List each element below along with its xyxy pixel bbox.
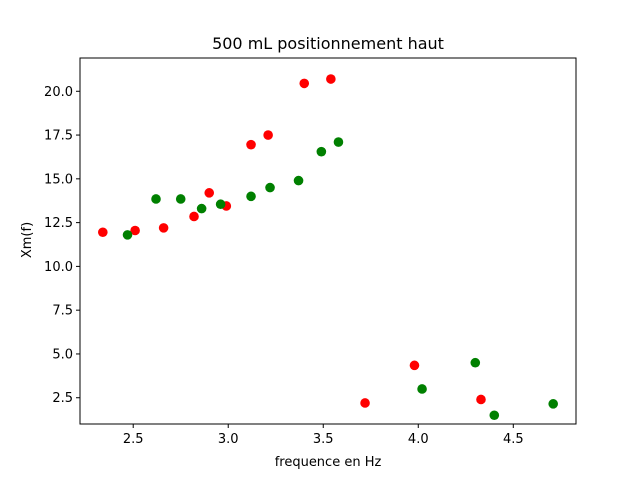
data-point [122,230,133,240]
data-point [326,74,336,84]
data-point [246,139,256,150]
data-points [98,74,558,421]
y-tick-label: 2.5 [52,391,73,406]
data-point [196,203,207,214]
x-tick-label: 4.0 [408,432,429,447]
data-point [263,130,273,140]
data-point [158,223,169,233]
data-point [204,188,215,198]
data-point [293,175,304,186]
data-point [98,227,108,238]
data-point [299,78,310,89]
data-point [130,225,140,236]
x-axis-label: frequence en Hz [275,455,382,470]
x-tick-label: 3.0 [218,432,239,447]
data-point [548,399,558,409]
y-tick-label: 12.5 [44,216,73,231]
x-tick-label: 4.5 [503,432,524,447]
y-tick-label: 17.5 [44,129,73,144]
y-tick-label: 5.0 [52,347,73,362]
data-point [246,191,256,202]
data-point [316,146,327,157]
plot-frame [79,57,577,425]
plot-area [79,57,577,425]
y-tick-label: 20.0 [44,85,73,100]
series-2 [122,137,558,421]
y-tick-label: 7.5 [52,304,73,319]
data-point [476,394,486,405]
y-tick-label: 15.0 [44,172,73,187]
data-point [470,357,481,368]
y-axis-label: Xm(f) [20,222,35,258]
data-point [409,360,420,371]
y-axis: 2.5 5.0 7.5 10.0 12.5 15.0 17.5 20.0 [44,85,80,406]
data-point [417,384,427,394]
data-point [215,199,226,210]
data-point [175,194,186,204]
data-point [151,194,161,204]
y-tick-label: 10.0 [44,260,73,275]
data-point [489,410,500,421]
data-point [265,182,275,193]
x-axis: 2.5 3.0 3.5 4.0 4.5 [123,424,524,447]
data-point [189,211,199,222]
data-point [360,398,370,408]
chart-title: 500 mL positionnement haut [212,34,444,53]
x-tick-label: 2.5 [123,432,144,447]
data-point [333,137,344,147]
x-tick-label: 3.5 [313,432,334,447]
